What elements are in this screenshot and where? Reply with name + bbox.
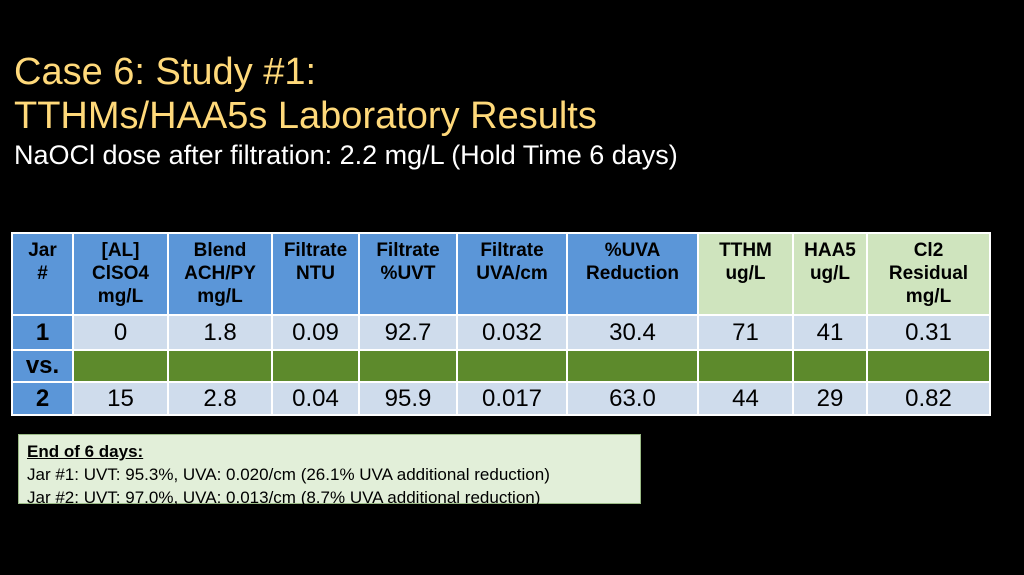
slide-title: Case 6: Study #1: TTHMs/HAA5s Laboratory… bbox=[14, 50, 597, 138]
separator-cell bbox=[792, 349, 868, 383]
table-cell: 92.7 bbox=[358, 314, 458, 351]
table-row-jar-2: 2 15 2.8 0.04 95.9 0.017 63.0 44 29 0.82 bbox=[11, 381, 991, 416]
table-cell: 41 bbox=[792, 314, 868, 351]
table-cell: 0.017 bbox=[456, 381, 568, 416]
table-cell: 95.9 bbox=[358, 381, 458, 416]
table-cell: 0.09 bbox=[271, 314, 360, 351]
row-label: vs. bbox=[11, 349, 74, 383]
header-jar: Jar # bbox=[11, 232, 74, 316]
slide-subtitle: NaOCl dose after filtration: 2.2 mg/L (H… bbox=[14, 140, 678, 170]
header-al-clso4: [AL] ClSO4 mg/L bbox=[72, 232, 169, 316]
table-cell: 0.82 bbox=[866, 381, 991, 416]
header-cl2-residual: Cl2 Residual mg/L bbox=[866, 232, 991, 316]
title-line-2: TTHMs/HAA5s Laboratory Results bbox=[14, 95, 597, 137]
header-uva-reduction: %UVA Reduction bbox=[566, 232, 699, 316]
row-label: 1 bbox=[11, 314, 74, 351]
table-row-vs: vs. bbox=[11, 349, 991, 383]
notes-box: End of 6 days: Jar #1: UVT: 95.3%, UVA: … bbox=[18, 434, 641, 507]
table-cell: 1.8 bbox=[167, 314, 273, 351]
separator-cell bbox=[271, 349, 360, 383]
table-cell: 15 bbox=[72, 381, 169, 416]
table-row-jar-1: 1 0 1.8 0.09 92.7 0.032 30.4 71 41 0.31 bbox=[11, 314, 991, 351]
notes-line-jar-2: Jar #2: UVT: 97.0%, UVA: 0.013/cm (8.7% … bbox=[27, 488, 541, 507]
header-tthm: TTHM ug/L bbox=[697, 232, 794, 316]
separator-cell bbox=[456, 349, 568, 383]
header-haa5: HAA5 ug/L bbox=[792, 232, 868, 316]
notes-line-jar-1: Jar #1: UVT: 95.3%, UVA: 0.020/cm (26.1%… bbox=[27, 465, 550, 484]
table-cell: 29 bbox=[792, 381, 868, 416]
header-filtrate-uva: Filtrate UVA/cm bbox=[456, 232, 568, 316]
table-cell: 0.31 bbox=[866, 314, 991, 351]
table-cell: 0.04 bbox=[271, 381, 360, 416]
results-table: Jar # [AL] ClSO4 mg/L Blend ACH/PY mg/L Filtr… bbox=[11, 232, 991, 416]
table-cell: 0 bbox=[72, 314, 169, 351]
header-blend: Blend ACH/PY mg/L bbox=[167, 232, 273, 316]
notes-heading: End of 6 days: bbox=[27, 442, 144, 461]
separator-cell bbox=[358, 349, 458, 383]
table-cell: 44 bbox=[697, 381, 794, 416]
table-cell: 0.032 bbox=[456, 314, 568, 351]
separator-cell bbox=[697, 349, 794, 383]
separator-cell bbox=[866, 349, 991, 383]
separator-cell bbox=[566, 349, 699, 383]
row-label: 2 bbox=[11, 381, 74, 416]
header-filtrate-ntu: Filtrate NTU bbox=[271, 232, 360, 316]
header-filtrate-uvt: Filtrate %UVT bbox=[358, 232, 458, 316]
title-line-1: Case 6: Study #1: bbox=[14, 51, 317, 93]
separator-cell bbox=[72, 349, 169, 383]
table-cell: 30.4 bbox=[566, 314, 699, 351]
table-header-row: Jar # [AL] ClSO4 mg/L Blend ACH/PY mg/L Filtr… bbox=[11, 232, 991, 316]
table-cell: 71 bbox=[697, 314, 794, 351]
table-cell: 63.0 bbox=[566, 381, 699, 416]
table-cell: 2.8 bbox=[167, 381, 273, 416]
separator-cell bbox=[167, 349, 273, 383]
